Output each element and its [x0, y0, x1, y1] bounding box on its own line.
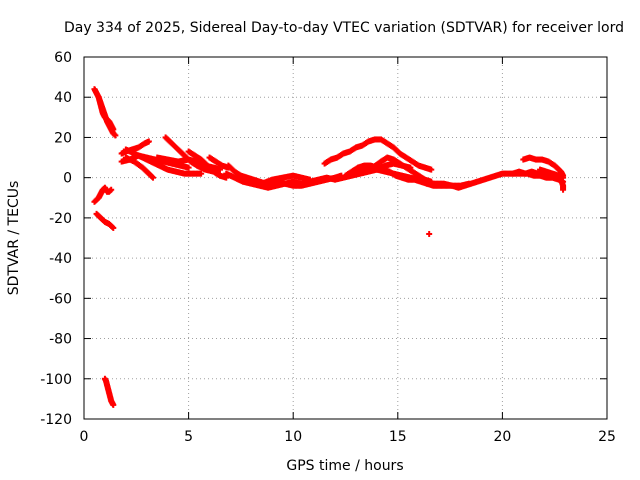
data-points: [91, 86, 567, 408]
data-point: [560, 186, 567, 193]
data-point: [150, 174, 157, 181]
y-tick-label: 0: [63, 171, 72, 187]
y-tick-label: 60: [54, 50, 72, 66]
data-point: [110, 224, 117, 231]
data-point: [465, 180, 472, 187]
y-tick-label: -80: [49, 332, 72, 348]
data-point: [110, 401, 117, 408]
y-axis-label: SDTVAR / TECUs: [6, 181, 22, 296]
data-point: [426, 230, 433, 237]
data-point: [185, 164, 192, 171]
data-point: [145, 138, 152, 145]
chart-title: Day 334 of 2025, Sidereal Day-to-day VTE…: [64, 20, 624, 36]
data-point: [198, 170, 205, 177]
data-point: [112, 132, 119, 139]
y-tick-label: -20: [49, 211, 72, 227]
y-tick-label: -60: [49, 291, 72, 307]
grid: [84, 57, 607, 419]
x-tick-label: 15: [389, 429, 407, 445]
axis-ticks: -120 -100 -80 -60 -40 -20 0 20 40 60 0 5 10 15 20 25: [40, 50, 616, 445]
x-tick-label: 10: [284, 429, 302, 445]
y-tick-label: -100: [40, 372, 72, 388]
x-tick-label: 20: [493, 429, 511, 445]
data-point: [560, 174, 567, 181]
y-tick-label: -120: [40, 412, 72, 428]
plot-frame: [83, 56, 608, 420]
y-tick-label: 40: [54, 90, 72, 106]
x-tick-label: 0: [80, 429, 89, 445]
data-point: [428, 166, 435, 173]
data-point: [108, 186, 115, 193]
data-point: [306, 176, 313, 183]
y-tick-label: 20: [54, 130, 72, 146]
data-point: [110, 126, 117, 133]
x-tick-label: 25: [598, 429, 616, 445]
y-tick-label: -40: [49, 251, 72, 267]
x-axis-label: GPS time / hours: [286, 458, 403, 474]
x-tick-label: 5: [184, 429, 193, 445]
